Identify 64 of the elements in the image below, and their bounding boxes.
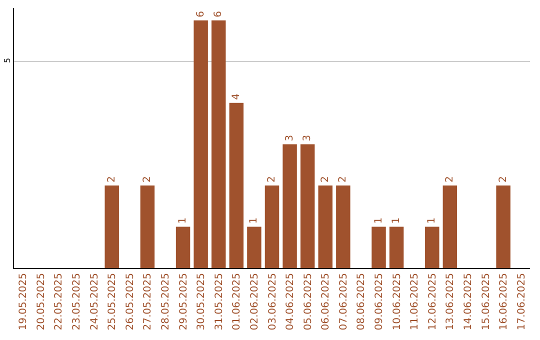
x-tick-label: 20.05.2025 bbox=[36, 273, 47, 330]
bar bbox=[318, 185, 332, 268]
data-label: 2 bbox=[338, 176, 349, 182]
bar bbox=[247, 226, 262, 268]
x-tick-label: 16.06.2025 bbox=[498, 273, 510, 330]
data-label: 2 bbox=[320, 176, 331, 182]
x-tick-label: 01.06.2025 bbox=[232, 273, 243, 330]
x-tick-label: 28.05.2025 bbox=[160, 273, 172, 330]
data-label: 2 bbox=[444, 176, 456, 182]
bar bbox=[282, 144, 297, 268]
x-tick-label: 17.06.2025 bbox=[516, 273, 528, 330]
x-tick-label: 14.06.2025 bbox=[462, 273, 474, 330]
bar bbox=[194, 20, 208, 268]
data-label: 6 bbox=[195, 11, 206, 18]
bar bbox=[212, 20, 226, 268]
x-tick-label: 27.05.2025 bbox=[142, 273, 154, 330]
data-label: 3 bbox=[284, 134, 296, 142]
x-tick-label: 02.06.2025 bbox=[249, 273, 260, 330]
x-tick-label: 24.05.2025 bbox=[89, 273, 100, 330]
data-label: 1 bbox=[248, 217, 260, 224]
bar bbox=[496, 185, 510, 268]
x-tick-label: 26.05.2025 bbox=[124, 273, 136, 330]
bar bbox=[372, 226, 386, 268]
bar bbox=[300, 144, 315, 268]
data-label: 1 bbox=[391, 217, 402, 224]
x-tick-label: 03.06.2025 bbox=[267, 273, 278, 330]
x-tick-label: 29.05.2025 bbox=[178, 273, 190, 330]
data-label: 1 bbox=[426, 217, 438, 224]
x-tick-label: 09.06.2025 bbox=[374, 273, 386, 330]
data-label: 2 bbox=[142, 176, 153, 182]
x-tick-label: 25.05.2025 bbox=[107, 273, 118, 330]
bar bbox=[176, 226, 190, 268]
data-label: 2 bbox=[498, 176, 509, 182]
bar bbox=[389, 226, 404, 268]
x-tick-label: 23.05.2025 bbox=[72, 273, 83, 330]
bar bbox=[442, 185, 458, 268]
data-label: 1 bbox=[373, 217, 384, 224]
x-tick-label: 12.06.2025 bbox=[427, 273, 438, 330]
data-label: 2 bbox=[106, 176, 118, 182]
y-tick-label: 5 bbox=[2, 58, 12, 63]
bar bbox=[336, 185, 350, 268]
bar bbox=[264, 185, 280, 268]
data-label: 1 bbox=[178, 217, 189, 224]
data-label: 2 bbox=[266, 176, 278, 182]
x-tick-label: 04.06.2025 bbox=[285, 273, 296, 330]
x-tick-label: 22.05.2025 bbox=[54, 273, 65, 330]
bar bbox=[140, 185, 155, 268]
x-tick-label: 13.06.2025 bbox=[445, 273, 456, 330]
x-tick-label: 11.06.2025 bbox=[410, 273, 421, 330]
x-tick-label: 06.06.2025 bbox=[320, 273, 332, 330]
bar bbox=[229, 102, 244, 268]
x-tick-label: 07.06.2025 bbox=[338, 273, 350, 330]
x-tick-label: 19.05.2025 bbox=[18, 273, 30, 330]
x-tick-label: 31.05.2025 bbox=[214, 273, 225, 330]
bar bbox=[425, 226, 440, 268]
x-tick-label: 08.06.2025 bbox=[356, 273, 368, 330]
bar bbox=[104, 185, 119, 268]
x-tick-label: 05.06.2025 bbox=[302, 273, 314, 330]
x-tick-label: 10.06.2025 bbox=[392, 273, 403, 330]
data-label: 3 bbox=[302, 134, 314, 142]
x-tick-label: 15.06.2025 bbox=[480, 273, 492, 330]
x-tick-label: 30.05.2025 bbox=[196, 273, 208, 330]
data-label: 6 bbox=[213, 11, 224, 18]
data-label: 4 bbox=[230, 94, 242, 100]
